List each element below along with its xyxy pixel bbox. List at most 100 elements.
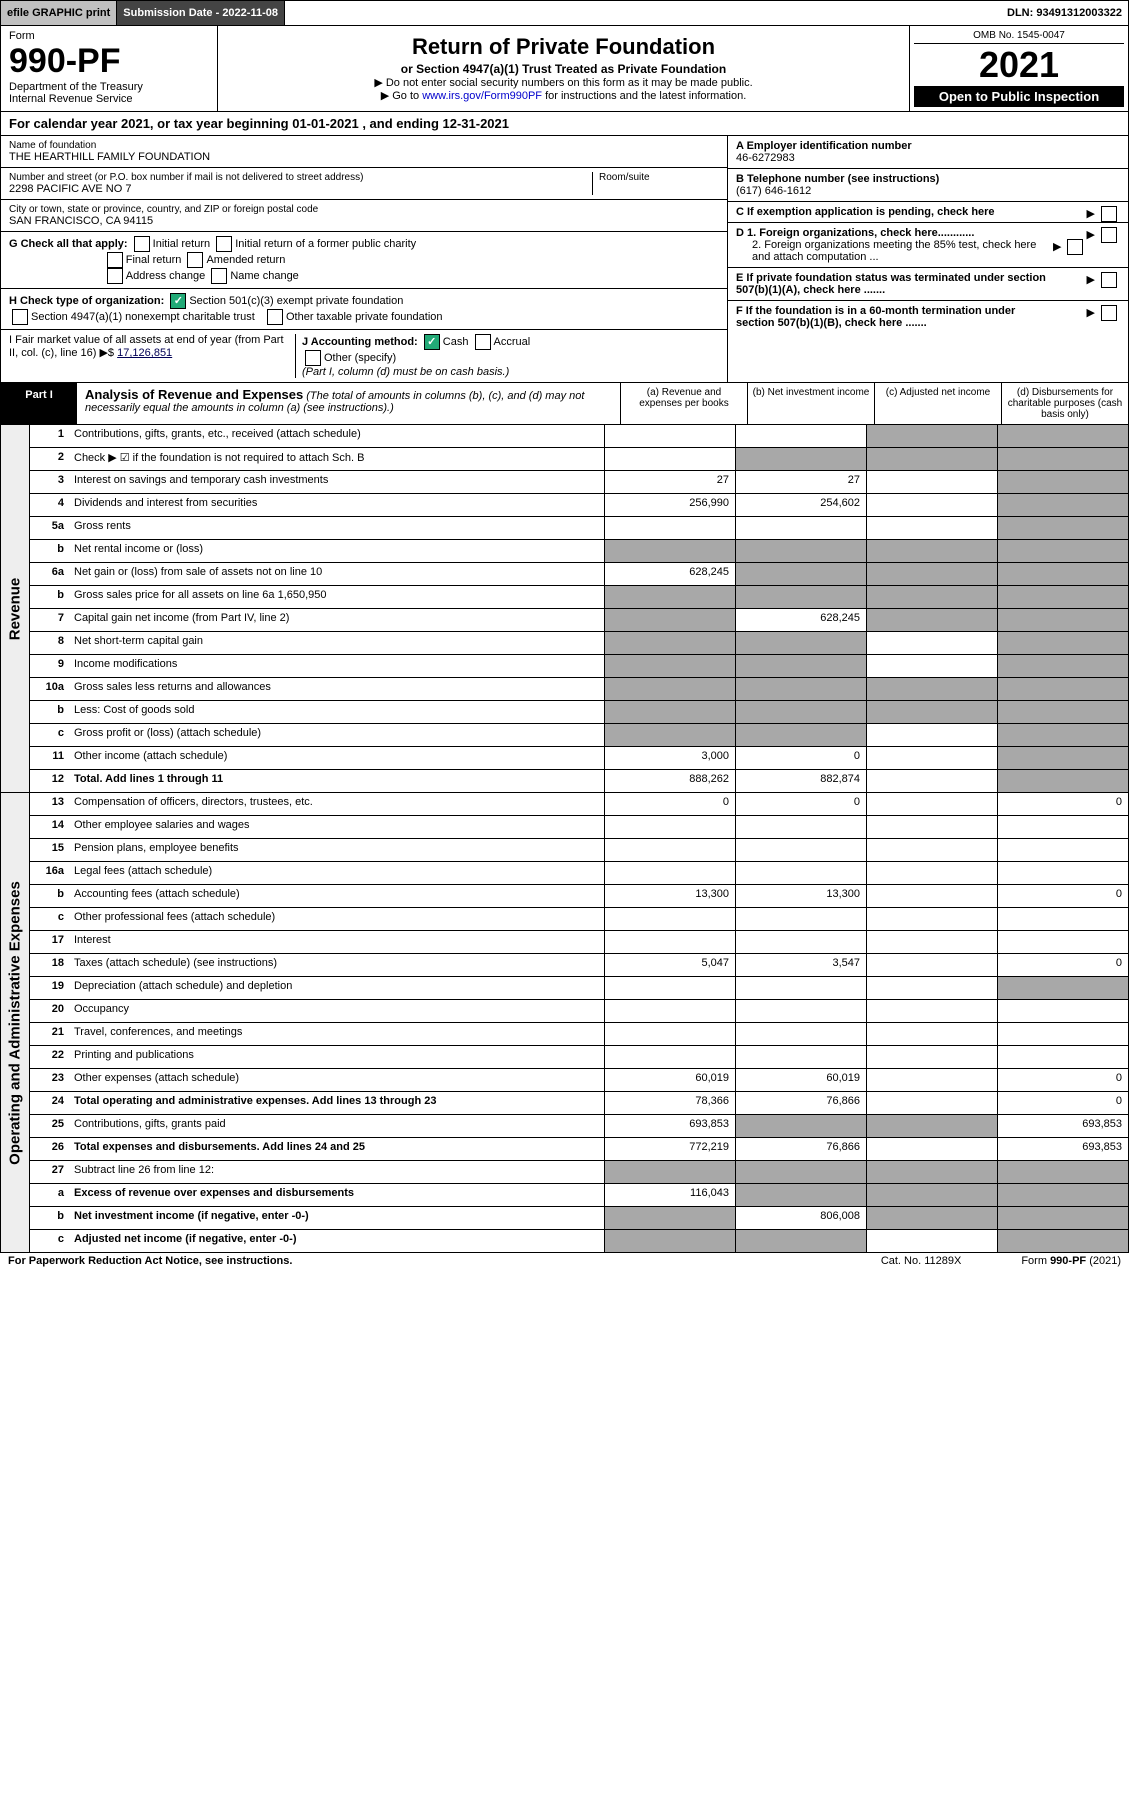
value-cell	[866, 448, 997, 470]
address-cell: Number and street (or P.O. box number if…	[1, 168, 727, 200]
line-number: b	[30, 540, 70, 562]
e-check[interactable]	[1101, 272, 1117, 288]
footer-right: Form 990-PF (2021)	[1021, 1255, 1121, 1267]
value-cell: 13,300	[735, 885, 866, 907]
value-cell	[866, 425, 997, 447]
h-label: H Check type of organization:	[9, 295, 164, 307]
col-b-hdr: (b) Net investment income	[747, 383, 874, 424]
revenue-rows: 1Contributions, gifts, grants, etc., rec…	[30, 425, 1128, 792]
value-cell	[604, 816, 735, 838]
value-cell	[997, 609, 1128, 631]
header-mid: Return of Private Foundation or Section …	[218, 26, 909, 111]
value-cell: 0	[997, 885, 1128, 907]
value-cell	[997, 724, 1128, 746]
section-g: G Check all that apply: Initial return I…	[1, 232, 727, 289]
value-cell	[997, 839, 1128, 861]
line-description: Contributions, gifts, grants, etc., rece…	[70, 425, 604, 447]
table-row: cAdjusted net income (if negative, enter…	[30, 1230, 1128, 1252]
amended-check[interactable]	[187, 252, 203, 268]
value-cell	[997, 908, 1128, 930]
other-taxable-check[interactable]	[267, 309, 283, 325]
value-cell	[604, 931, 735, 953]
name-change-check[interactable]	[211, 268, 227, 284]
dln: DLN: 93491312003322	[1001, 1, 1128, 25]
line-number: 26	[30, 1138, 70, 1160]
final-return-check[interactable]	[107, 252, 123, 268]
table-row: 23Other expenses (attach schedule)60,019…	[30, 1069, 1128, 1092]
table-row: 1Contributions, gifts, grants, etc., rec…	[30, 425, 1128, 448]
d2-check[interactable]	[1067, 239, 1083, 255]
501c3-check[interactable]	[170, 293, 186, 309]
table-row: 14Other employee salaries and wages	[30, 816, 1128, 839]
line-number: b	[30, 586, 70, 608]
d1-check[interactable]	[1101, 227, 1117, 243]
value-cell	[866, 816, 997, 838]
page-footer: For Paperwork Reduction Act Notice, see …	[0, 1253, 1129, 1269]
city: SAN FRANCISCO, CA 94115	[9, 215, 719, 227]
table-row: cOther professional fees (attach schedul…	[30, 908, 1128, 931]
phone: (617) 646-1612	[736, 185, 811, 197]
value-cell	[604, 862, 735, 884]
line-number: 25	[30, 1115, 70, 1137]
expenses-section: Operating and Administrative Expenses 13…	[0, 793, 1129, 1253]
table-row: 2Check ▶ ☑ if the foundation is not requ…	[30, 448, 1128, 471]
initial-public-check[interactable]	[216, 236, 232, 252]
cash-check[interactable]	[424, 334, 440, 350]
line-number: a	[30, 1184, 70, 1206]
col-c-hdr: (c) Adjusted net income	[874, 383, 1001, 424]
value-cell	[604, 448, 735, 470]
form-subtitle-1: or Section 4947(a)(1) Trust Treated as P…	[224, 62, 903, 76]
form-label: Form	[9, 30, 209, 42]
table-row: 15Pension plans, employee benefits	[30, 839, 1128, 862]
line-number: 24	[30, 1092, 70, 1114]
value-cell	[735, 839, 866, 861]
other-method-check[interactable]	[305, 350, 321, 366]
value-cell	[997, 977, 1128, 999]
section-ij: I Fair market value of all assets at end…	[1, 330, 727, 382]
value-cell: 0	[997, 1092, 1128, 1114]
line-description: Legal fees (attach schedule)	[70, 862, 604, 884]
expenses-side-label: Operating and Administrative Expenses	[1, 793, 30, 1252]
efile-label[interactable]: efile GRAPHIC print	[1, 1, 117, 25]
value-cell	[997, 1230, 1128, 1252]
value-cell	[604, 586, 735, 608]
g-label: G Check all that apply:	[9, 238, 128, 250]
line-description: Taxes (attach schedule) (see instruction…	[70, 954, 604, 976]
value-cell	[997, 678, 1128, 700]
initial-return-check[interactable]	[134, 236, 150, 252]
value-cell	[866, 1184, 997, 1206]
4947-check[interactable]	[12, 309, 28, 325]
value-cell	[604, 1161, 735, 1183]
address: 2298 PACIFIC AVE NO 7	[9, 183, 592, 195]
address-change-check[interactable]	[107, 268, 123, 284]
form-title: Return of Private Foundation	[224, 34, 903, 60]
value-cell	[866, 678, 997, 700]
value-cell: 3,547	[735, 954, 866, 976]
value-cell: 0	[997, 954, 1128, 976]
line-number: 17	[30, 931, 70, 953]
table-row: 13Compensation of officers, directors, t…	[30, 793, 1128, 816]
line-description: Accounting fees (attach schedule)	[70, 885, 604, 907]
c-check[interactable]	[1101, 206, 1117, 222]
value-cell	[604, 1046, 735, 1068]
value-cell	[866, 1207, 997, 1229]
value-cell	[866, 540, 997, 562]
footer-mid: Cat. No. 11289X	[881, 1255, 962, 1267]
irs-link[interactable]: www.irs.gov/Form990PF	[422, 90, 542, 102]
f-check[interactable]	[1101, 305, 1117, 321]
info-left: Name of foundation THE HEARTHILL FAMILY …	[1, 136, 727, 382]
value-cell: 628,245	[735, 609, 866, 631]
table-row: 27Subtract line 26 from line 12:	[30, 1161, 1128, 1184]
value-cell: 78,366	[604, 1092, 735, 1114]
line-number: 27	[30, 1161, 70, 1183]
line-description: Dividends and interest from securities	[70, 494, 604, 516]
line-number: 12	[30, 770, 70, 792]
addr-label: Number and street (or P.O. box number if…	[9, 172, 592, 183]
value-cell	[997, 586, 1128, 608]
line-number: 5a	[30, 517, 70, 539]
f-cell: F If the foundation is in a 60-month ter…	[728, 301, 1128, 333]
value-cell: 0	[735, 793, 866, 815]
line-number: 19	[30, 977, 70, 999]
table-row: 16aLegal fees (attach schedule)	[30, 862, 1128, 885]
accrual-check[interactable]	[475, 334, 491, 350]
